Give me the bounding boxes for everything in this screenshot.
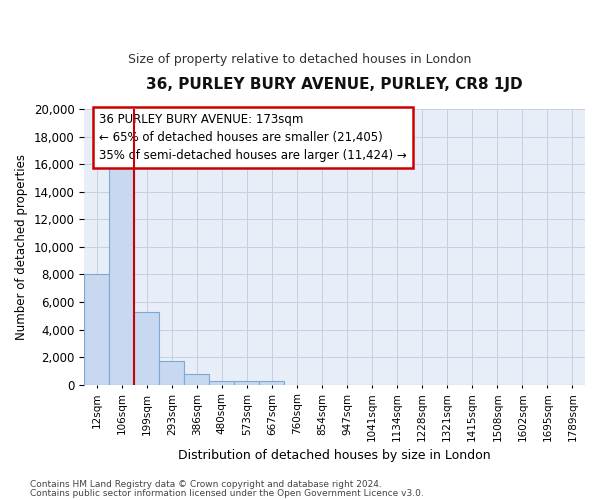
Text: 36 PURLEY BURY AVENUE: 173sqm
← 65% of detached houses are smaller (21,405)
35% : 36 PURLEY BURY AVENUE: 173sqm ← 65% of d…	[99, 113, 407, 162]
Bar	[259, 381, 284, 385]
Y-axis label: Number of detached properties: Number of detached properties	[15, 154, 28, 340]
Title: 36, PURLEY BURY AVENUE, PURLEY, CR8 1JD: 36, PURLEY BURY AVENUE, PURLEY, CR8 1JD	[146, 78, 523, 92]
Text: Contains HM Land Registry data © Crown copyright and database right 2024.: Contains HM Land Registry data © Crown c…	[30, 480, 382, 489]
Bar	[235, 381, 259, 385]
X-axis label: Distribution of detached houses by size in London: Distribution of detached houses by size …	[178, 450, 491, 462]
Text: Size of property relative to detached houses in London: Size of property relative to detached ho…	[128, 52, 472, 66]
Bar	[209, 380, 235, 385]
Bar	[159, 360, 184, 385]
Text: Contains public sector information licensed under the Open Government Licence v3: Contains public sector information licen…	[30, 488, 424, 498]
Bar	[109, 157, 134, 385]
Bar	[184, 374, 209, 385]
Bar	[84, 274, 109, 385]
Bar	[134, 312, 159, 385]
